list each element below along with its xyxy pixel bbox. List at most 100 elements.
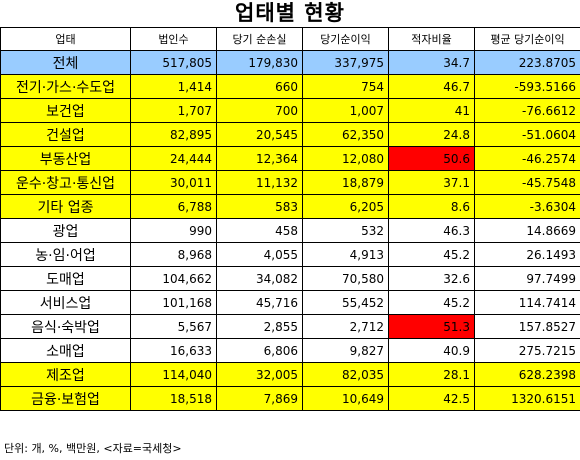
net-income-cell: 10,649: [302, 386, 389, 411]
net-income-cell: 62,350: [302, 122, 389, 147]
deficit-ratio-cell: 28.1: [388, 362, 475, 387]
corporations-cell: 8,968: [130, 242, 217, 267]
avg-net-income-cell: -593.5166: [474, 74, 580, 99]
category-cell: 보건업: [0, 98, 131, 123]
deficit-ratio-cell: 45.2: [388, 242, 475, 267]
corporations-cell: 990: [130, 218, 217, 243]
net-loss-cell: 660: [216, 74, 303, 99]
table-row: 기타 업종 6,788 583 6,205 8.6 -3.6304: [0, 194, 580, 219]
corporations-cell: 104,662: [130, 266, 217, 291]
net-loss-cell: 7,869: [216, 386, 303, 411]
deficit-ratio-cell: 46.7: [388, 74, 475, 99]
deficit-ratio-cell: 51.3: [388, 314, 475, 339]
data-table: 업태 법인수 당기 순손실 당기순이익 적자비율 평균 당기순이익 전체 517,…: [0, 27, 580, 411]
net-loss-cell: 11,132: [216, 170, 303, 195]
avg-net-income-cell: -51.0604: [474, 122, 580, 147]
source-note: 단위: 개, %, 백만원, <자료=국세청>: [4, 442, 182, 455]
net-loss-cell: 458: [216, 218, 303, 243]
net-loss-cell: 6,806: [216, 338, 303, 363]
category-cell: 제조업: [0, 362, 131, 387]
deficit-ratio-cell: 50.6: [388, 146, 475, 171]
deficit-ratio-cell: 24.8: [388, 122, 475, 147]
avg-net-income-cell: 628.2398: [474, 362, 580, 387]
deficit-ratio-cell: 34.7: [388, 50, 475, 75]
table-row: 부동산업 24,444 12,364 12,080 50.6 -46.2574: [0, 146, 580, 171]
avg-net-income-cell: 157.8527: [474, 314, 580, 339]
avg-net-income-cell: 1320.6151: [474, 386, 580, 411]
corporations-cell: 114,040: [130, 362, 217, 387]
net-income-cell: 55,452: [302, 290, 389, 315]
corporations-cell: 101,168: [130, 290, 217, 315]
deficit-ratio-cell: 37.1: [388, 170, 475, 195]
category-cell: 서비스업: [0, 290, 131, 315]
category-cell: 음식·숙박업: [0, 314, 131, 339]
net-income-cell: 82,035: [302, 362, 389, 387]
corporations-cell: 16,633: [130, 338, 217, 363]
table-row: 전체 517,805 179,830 337,975 34.7 223.8705: [0, 50, 580, 75]
corporations-cell: 82,895: [130, 122, 217, 147]
column-header-deficit-ratio: 적자비율: [388, 27, 475, 51]
net-loss-cell: 34,082: [216, 266, 303, 291]
corporations-cell: 5,567: [130, 314, 217, 339]
net-loss-cell: 20,545: [216, 122, 303, 147]
deficit-ratio-cell: 42.5: [388, 386, 475, 411]
table-row: 전기·가스·수도업 1,414 660 754 46.7 -593.5166: [0, 74, 580, 99]
column-header-category: 업태: [0, 27, 131, 51]
category-cell: 도매업: [0, 266, 131, 291]
net-loss-cell: 700: [216, 98, 303, 123]
table-row: 운수·창고·통신업 30,011 11,132 18,879 37.1 -45.7548: [0, 170, 580, 195]
table-row: 금융·보험업 18,518 7,869 10,649 42.5 1320.6151: [0, 386, 580, 411]
corporations-cell: 30,011: [130, 170, 217, 195]
table-row: 소매업 16,633 6,806 9,827 40.9 275.7215: [0, 338, 580, 363]
net-income-cell: 70,580: [302, 266, 389, 291]
category-cell: 전기·가스·수도업: [0, 74, 131, 99]
avg-net-income-cell: 223.8705: [474, 50, 580, 75]
category-cell: 부동산업: [0, 146, 131, 171]
deficit-ratio-cell: 32.6: [388, 266, 475, 291]
corporations-cell: 6,788: [130, 194, 217, 219]
column-header-net-income: 당기순이익: [302, 27, 389, 51]
net-income-cell: 6,205: [302, 194, 389, 219]
net-income-cell: 532: [302, 218, 389, 243]
net-loss-cell: 45,716: [216, 290, 303, 315]
net-loss-cell: 4,055: [216, 242, 303, 267]
column-header-avg-net-income: 평균 당기순이익: [474, 27, 580, 51]
avg-net-income-cell: 275.7215: [474, 338, 580, 363]
category-cell: 전체: [0, 50, 131, 75]
category-cell: 운수·창고·통신업: [0, 170, 131, 195]
net-loss-cell: 583: [216, 194, 303, 219]
avg-net-income-cell: 26.1493: [474, 242, 580, 267]
deficit-ratio-cell: 8.6: [388, 194, 475, 219]
net-loss-cell: 32,005: [216, 362, 303, 387]
page-title: 업태별 현황: [235, 1, 345, 25]
avg-net-income-cell: -3.6304: [474, 194, 580, 219]
net-income-cell: 12,080: [302, 146, 389, 171]
table-row: 음식·숙박업 5,567 2,855 2,712 51.3 157.8527: [0, 314, 580, 339]
avg-net-income-cell: -46.2574: [474, 146, 580, 171]
category-cell: 농·임·어업: [0, 242, 131, 267]
table-row: 서비스업 101,168 45,716 55,452 45.2 114.7414: [0, 290, 580, 315]
table-row: 제조업 114,040 32,005 82,035 28.1 628.2398: [0, 362, 580, 387]
category-cell: 광업: [0, 218, 131, 243]
corporations-cell: 18,518: [130, 386, 217, 411]
net-loss-cell: 2,855: [216, 314, 303, 339]
category-cell: 소매업: [0, 338, 131, 363]
deficit-ratio-cell: 45.2: [388, 290, 475, 315]
corporations-cell: 24,444: [130, 146, 217, 171]
avg-net-income-cell: 114.7414: [474, 290, 580, 315]
table-row: 보건업 1,707 700 1,007 41 -76.6612: [0, 98, 580, 123]
deficit-ratio-cell: 40.9: [388, 338, 475, 363]
column-header-corporations: 법인수: [130, 27, 217, 51]
net-income-cell: 4,913: [302, 242, 389, 267]
net-income-cell: 1,007: [302, 98, 389, 123]
avg-net-income-cell: 97.7499: [474, 266, 580, 291]
column-header-net-loss: 당기 순손실: [216, 27, 303, 51]
category-cell: 건설업: [0, 122, 131, 147]
net-income-cell: 18,879: [302, 170, 389, 195]
corporations-cell: 1,414: [130, 74, 217, 99]
net-loss-cell: 179,830: [216, 50, 303, 75]
corporations-cell: 517,805: [130, 50, 217, 75]
table-header-row: 업태 법인수 당기 순손실 당기순이익 적자비율 평균 당기순이익: [0, 27, 580, 51]
net-income-cell: 2,712: [302, 314, 389, 339]
table-row: 도매업 104,662 34,082 70,580 32.6 97.7499: [0, 266, 580, 291]
